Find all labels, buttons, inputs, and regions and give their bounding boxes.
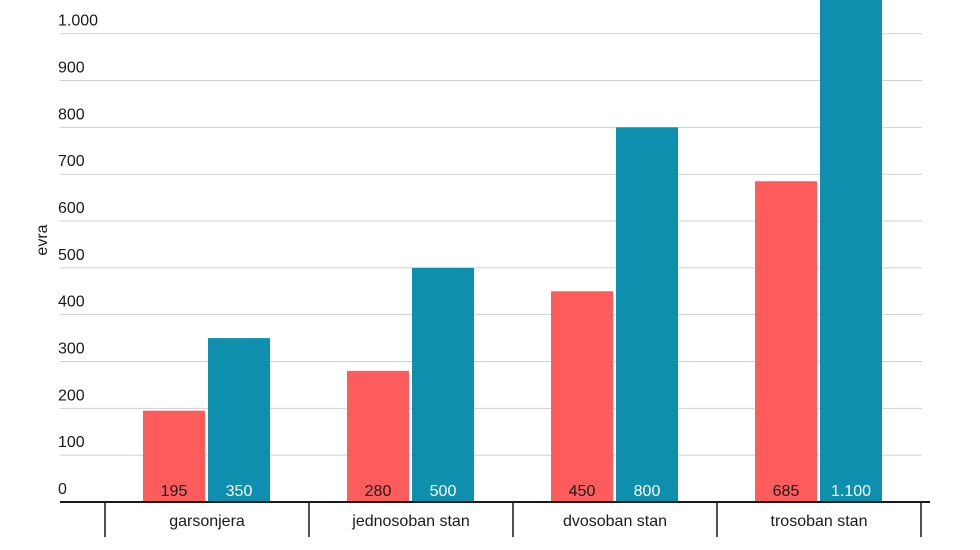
bar-value-label: 800 bbox=[634, 483, 661, 500]
bars bbox=[143, 0, 882, 503]
y-tick-label: 500 bbox=[58, 247, 85, 264]
bar bbox=[208, 338, 270, 502]
x-category-label: jednosoban stan bbox=[351, 513, 469, 530]
x-category-label: trosoban stan bbox=[771, 513, 868, 530]
y-tick-label: 1.000 bbox=[58, 13, 98, 30]
bar bbox=[412, 267, 474, 502]
y-tick-label: 900 bbox=[58, 60, 85, 77]
y-tick-label: 400 bbox=[58, 294, 85, 311]
bar-value-label: 450 bbox=[569, 483, 596, 500]
y-tick-label: 0 bbox=[58, 481, 67, 498]
category-separators bbox=[104, 502, 922, 537]
bar bbox=[551, 291, 613, 502]
y-axis-label: evra bbox=[34, 224, 51, 255]
bar bbox=[755, 181, 817, 503]
bar-value-label: 500 bbox=[430, 483, 457, 500]
y-tick-label: 300 bbox=[58, 341, 85, 358]
bar-value-label: 685 bbox=[773, 483, 800, 500]
bar bbox=[616, 127, 678, 503]
y-tick-label: 800 bbox=[58, 106, 85, 123]
bar-value-label: 350 bbox=[226, 483, 253, 500]
bar-value-label: 1.100 bbox=[831, 483, 871, 500]
bar bbox=[347, 370, 409, 502]
x-category-label: garsonjera bbox=[169, 513, 245, 530]
gridlines bbox=[60, 33, 922, 456]
y-tick-label: 700 bbox=[58, 153, 85, 170]
bar-value-label: 195 bbox=[161, 483, 188, 500]
y-tick-label: 200 bbox=[58, 387, 85, 404]
y-tick-label: 600 bbox=[58, 200, 85, 217]
bar bbox=[820, 0, 882, 502]
bar-value-label: 280 bbox=[365, 483, 392, 500]
data-labels: 195 350 280 500 450 800 685 1.100 bbox=[161, 483, 871, 500]
y-tick-label: 100 bbox=[58, 434, 85, 451]
x-category-label: dvosoban stan bbox=[563, 513, 667, 530]
bar bbox=[143, 410, 205, 502]
y-axis-ticks: 0 100 200 300 400 500 600 700 800 900 1.000 bbox=[58, 13, 98, 498]
x-axis-categories: garsonjera jednosoban stan dvosoban stan tr… bbox=[169, 513, 867, 530]
